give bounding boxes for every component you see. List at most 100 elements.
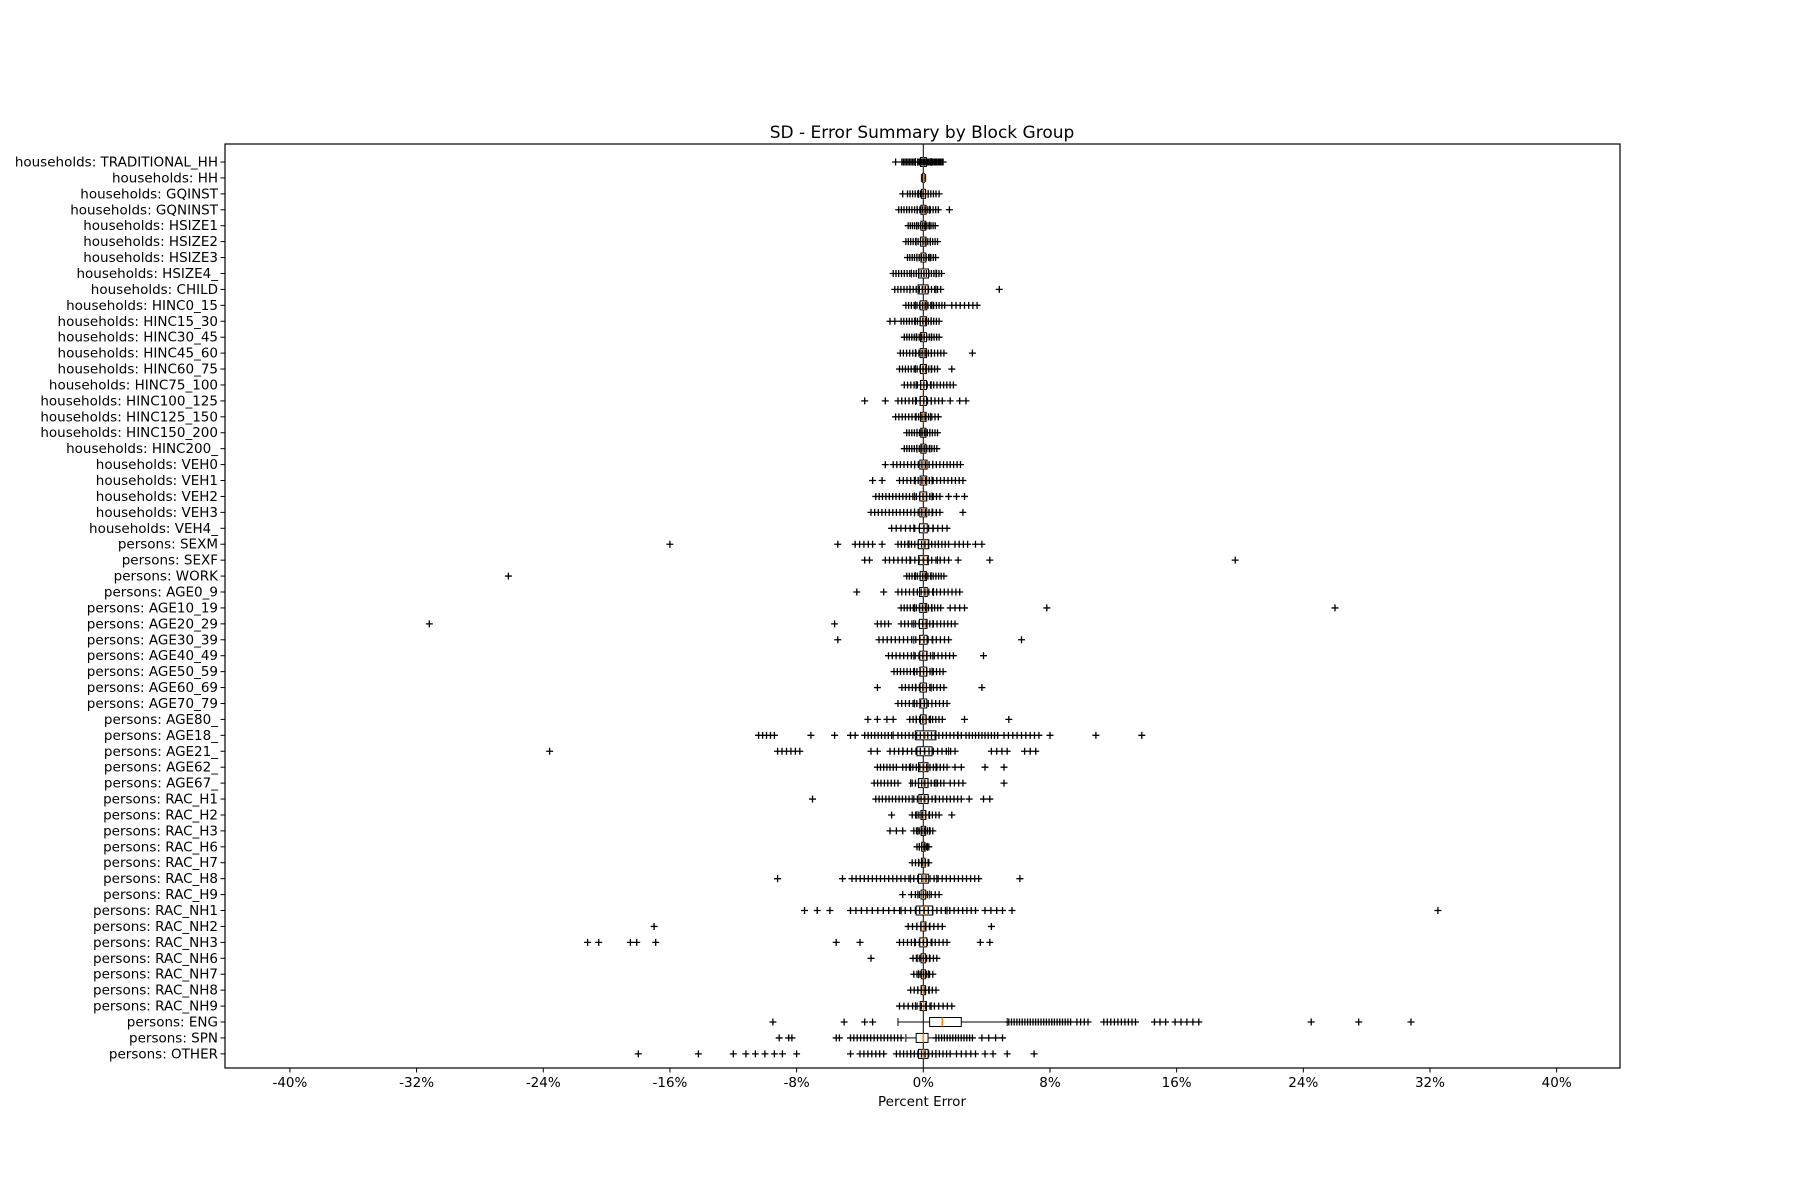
flier-markers [801,907,1442,915]
y-tick-label: persons: RAC_H9 [103,887,218,903]
flier-markers [425,620,959,628]
x-tick-label: 16% [1162,1075,1192,1091]
x-tick-label: -24% [526,1075,561,1091]
flier-markers [908,859,933,867]
boxplot-row [904,252,940,263]
flier-markers [769,1018,1415,1026]
boxplot-row [892,157,947,167]
flier-markers [894,699,951,707]
flier-markers [504,572,948,580]
flier-markers [896,365,956,373]
y-tick-label: households: HINC60_75 [58,362,218,378]
y-tick-label: households: HSIZE2 [83,234,218,250]
boxplot-row [904,220,939,231]
y-tick-label: households: HINC100_125 [40,393,218,409]
boxplot-row [864,714,1013,725]
boxplot-row [775,1032,1006,1043]
boxplot-row [870,778,1008,789]
boxplot-row [908,857,933,868]
flier-markers [892,158,947,166]
boxplot-row [920,172,927,183]
y-tick-label: households: HINC30_45 [58,330,218,346]
flier-markers [666,540,986,548]
y-tick-label: persons: AGE21_ [104,744,218,760]
x-tick-label: 8% [1039,1075,1061,1091]
boxplot-row [896,1001,956,1012]
y-tick-label: households: HINC15_30 [58,314,218,330]
y-tick-label: persons: RAC_NH6 [93,951,218,967]
y-tick-label: persons: AGE67_ [104,776,218,792]
flier-markers [886,317,943,325]
y-tick-label: households: HINC0_15 [66,298,218,314]
flier-markers [896,1002,956,1010]
y-tick-label: persons: RAC_H2 [103,807,218,823]
flier-markers [890,668,947,676]
flier-markers [867,954,941,962]
x-axis: -40% -32% -24% -16% -8% 0% 8% 16% 24% 32% 40% [272,1068,1572,1091]
y-tick-label: persons: SEXM [118,537,218,553]
x-tick-label: 24% [1288,1075,1318,1091]
boxplot-row [885,650,987,661]
boxplot-row [894,698,951,709]
y-tick-label: persons: SPN [129,1030,218,1046]
x-tick-label: -32% [399,1075,434,1091]
y-tick-label: persons: ENG [127,1015,218,1031]
boxplot-row [897,602,1339,613]
flier-markers [870,779,1008,787]
flier-markers [899,190,943,198]
flier-markers [900,445,941,453]
boxplot-row [872,491,968,502]
y-tick-label: households: VEH0 [96,457,218,473]
flier-markers [546,747,1040,755]
y-tick-label: persons: RAC_H1 [103,792,218,808]
y-tick-label: households: VEH1 [96,473,218,489]
y-tick-label: households: HINC125_150 [40,409,218,425]
flier-markers [903,429,941,437]
y-tick-label: households: HSIZE4_ [76,266,218,282]
boxplot-row [861,395,970,406]
boxplot-row [910,969,937,980]
boxplot-row [902,236,941,247]
boxplot-row [666,539,986,550]
flier-markers [634,1050,1038,1058]
flier-markers [861,397,970,405]
y-tick-label: households: HINC200_ [66,441,218,457]
flier-markers [775,1034,1006,1042]
box [915,1032,929,1043]
boxplot-row [895,204,953,215]
y-tick-label: persons: RAC_NH8 [93,983,218,999]
box [929,1017,962,1028]
boxplot-row [888,523,951,534]
flier-markers [891,285,1003,293]
boxplot-row [896,364,956,375]
x-tick-label: 40% [1542,1075,1572,1091]
flier-markers [869,477,967,485]
flier-markers [902,238,941,246]
flier-markers [907,986,940,994]
boxplot-row [867,953,941,964]
y-tick-label: persons: SEXF [122,553,218,569]
boxplot-row [504,571,948,582]
boxplot-row [886,825,937,836]
flier-markers [888,811,956,819]
boxplot-row [900,332,943,343]
boxplot-row [634,1048,1038,1059]
boxplot-row [896,348,976,359]
flier-markers [885,652,987,660]
flier-markers [584,938,994,946]
boxplot-row [650,921,995,932]
boxplot-row [907,985,940,996]
boxplot-row [892,411,942,422]
y-tick-label: households: HSIZE3 [83,250,218,266]
boxplot-row [899,188,943,199]
y-tick-label: persons: OTHER [109,1046,218,1062]
y-tick-label: persons: AGE10_19 [87,600,218,616]
flier-markers [650,922,995,930]
boxplot-row [869,475,967,486]
y-tick-label: persons: WORK [114,569,220,585]
boxplot-row [881,459,964,470]
flier-markers [834,636,1025,644]
flier-markers [873,684,986,692]
y-tick-label: households: VEH3 [96,505,218,521]
